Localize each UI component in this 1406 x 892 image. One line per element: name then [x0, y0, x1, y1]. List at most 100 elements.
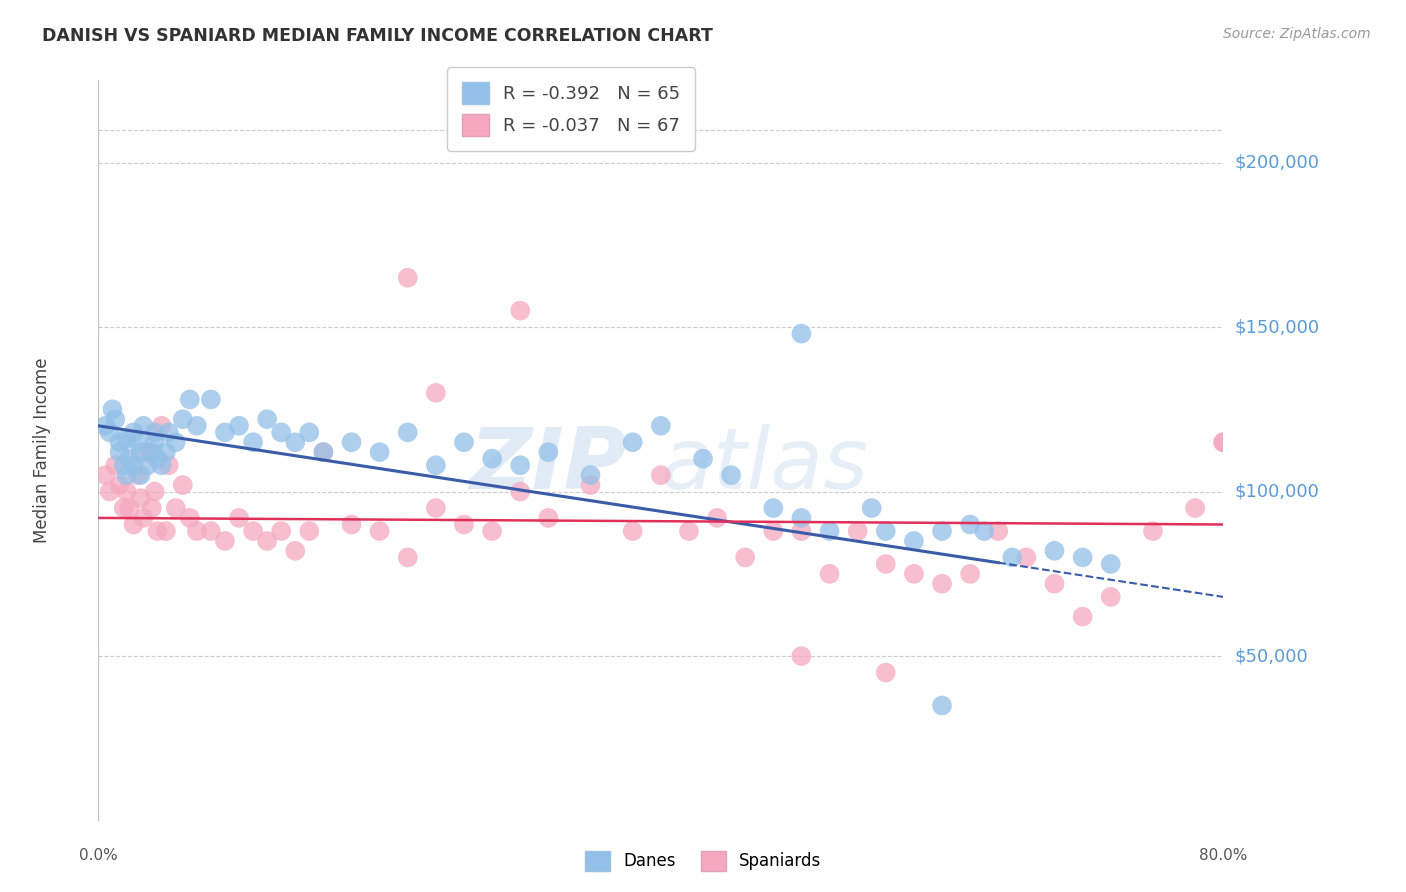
Point	[509, 484, 531, 499]
Point	[98, 425, 121, 440]
Point	[146, 524, 169, 538]
Point	[1099, 557, 1122, 571]
Point	[509, 303, 531, 318]
Legend: R = -0.392   N = 65, R = -0.037   N = 67: R = -0.392 N = 65, R = -0.037 N = 67	[447, 67, 695, 151]
Point	[127, 435, 149, 450]
Point	[973, 524, 995, 538]
Point	[1212, 435, 1234, 450]
Point	[129, 445, 152, 459]
Point	[790, 524, 813, 538]
Point	[108, 445, 131, 459]
Point	[186, 524, 208, 538]
Point	[284, 435, 307, 450]
Point	[143, 435, 166, 450]
Point	[875, 557, 897, 571]
Point	[179, 511, 201, 525]
Point	[481, 451, 503, 466]
Point	[621, 435, 644, 450]
Point	[150, 418, 173, 433]
Point	[790, 326, 813, 341]
Point	[931, 576, 953, 591]
Point	[112, 458, 135, 473]
Point	[931, 698, 953, 713]
Point	[818, 524, 841, 538]
Point	[987, 524, 1010, 538]
Text: ZIP: ZIP	[470, 424, 627, 507]
Point	[537, 445, 560, 459]
Point	[172, 478, 194, 492]
Point	[256, 533, 278, 548]
Point	[104, 412, 127, 426]
Point	[172, 412, 194, 426]
Point	[136, 445, 159, 459]
Point	[396, 270, 419, 285]
Point	[136, 458, 159, 473]
Point	[734, 550, 756, 565]
Point	[650, 418, 672, 433]
Point	[790, 649, 813, 664]
Text: $200,000: $200,000	[1234, 153, 1319, 171]
Point	[1071, 609, 1094, 624]
Point	[143, 484, 166, 499]
Point	[860, 501, 883, 516]
Point	[425, 458, 447, 473]
Point	[256, 412, 278, 426]
Point	[118, 451, 141, 466]
Point	[141, 445, 163, 459]
Point	[875, 665, 897, 680]
Point	[706, 511, 728, 525]
Point	[122, 517, 145, 532]
Point	[155, 524, 177, 538]
Point	[200, 392, 222, 407]
Point	[98, 484, 121, 499]
Point	[425, 501, 447, 516]
Point	[242, 524, 264, 538]
Point	[270, 524, 292, 538]
Point	[621, 524, 644, 538]
Point	[165, 435, 187, 450]
Point	[1015, 550, 1038, 565]
Point	[692, 451, 714, 466]
Point	[228, 418, 250, 433]
Point	[150, 458, 173, 473]
Point	[368, 524, 391, 538]
Point	[157, 425, 180, 440]
Text: atlas: atlas	[661, 424, 869, 507]
Point	[903, 533, 925, 548]
Text: DANISH VS SPANIARD MEDIAN FAMILY INCOME CORRELATION CHART: DANISH VS SPANIARD MEDIAN FAMILY INCOME …	[42, 27, 713, 45]
Point	[298, 425, 321, 440]
Point	[214, 533, 236, 548]
Point	[122, 458, 145, 473]
Point	[270, 425, 292, 440]
Point	[396, 425, 419, 440]
Point	[481, 524, 503, 538]
Point	[200, 524, 222, 538]
Point	[242, 435, 264, 450]
Point	[157, 458, 180, 473]
Point	[141, 501, 163, 516]
Point	[115, 484, 138, 499]
Point	[762, 501, 785, 516]
Point	[903, 566, 925, 581]
Point	[579, 478, 602, 492]
Point	[1142, 524, 1164, 538]
Point	[165, 501, 187, 516]
Point	[875, 524, 897, 538]
Point	[129, 491, 152, 505]
Point	[122, 425, 145, 440]
Point	[284, 544, 307, 558]
Point	[146, 451, 169, 466]
Point	[1099, 590, 1122, 604]
Point	[1184, 501, 1206, 516]
Point	[155, 445, 177, 459]
Point	[396, 550, 419, 565]
Point	[959, 566, 981, 581]
Point	[1043, 544, 1066, 558]
Point	[132, 511, 155, 525]
Point	[453, 435, 475, 450]
Point	[368, 445, 391, 459]
Point	[650, 468, 672, 483]
Point	[127, 468, 149, 483]
Point	[1071, 550, 1094, 565]
Text: Median Family Income: Median Family Income	[34, 358, 51, 543]
